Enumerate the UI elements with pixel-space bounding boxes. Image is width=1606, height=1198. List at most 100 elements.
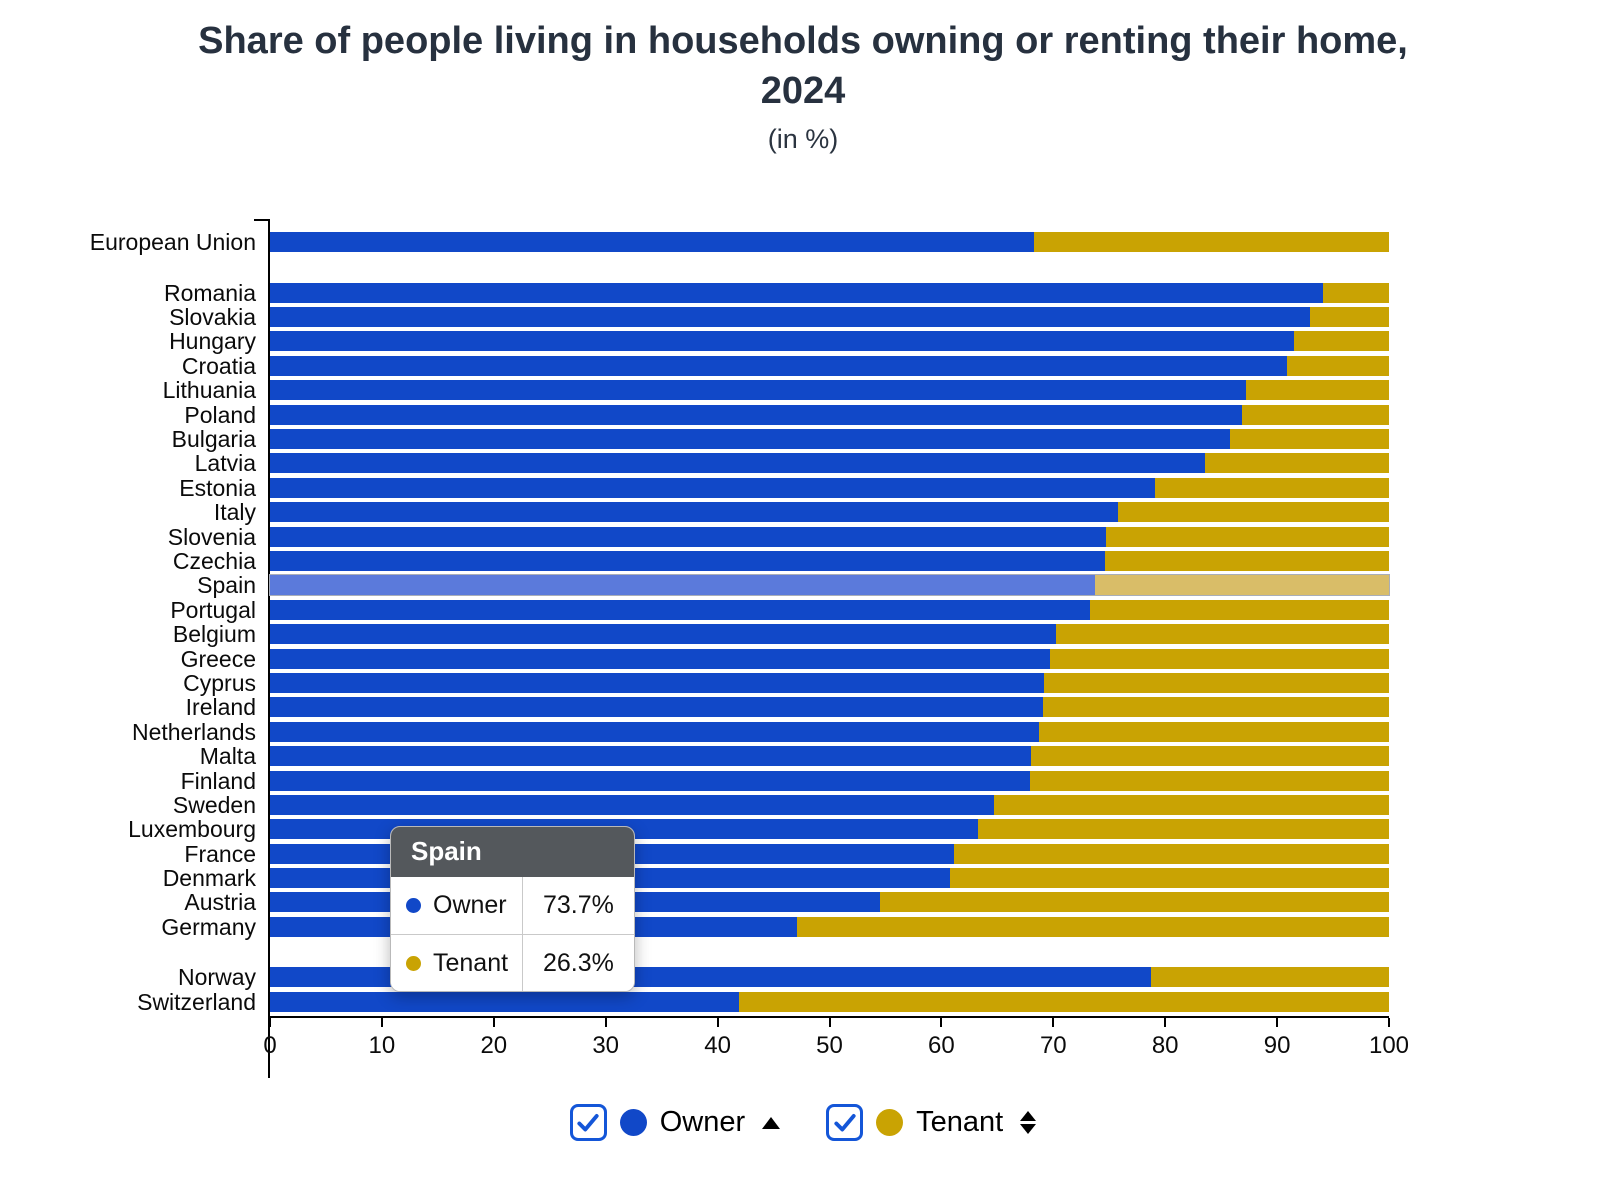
owner-bar-segment[interactable] (270, 331, 1294, 352)
tenant-bar-segment[interactable] (978, 819, 1389, 840)
chart-row: Slovenia (168, 525, 1389, 548)
tenant-bar-segment[interactable] (1245, 380, 1389, 401)
tenant-bar-segment[interactable] (1322, 282, 1389, 303)
tenant-bar-segment[interactable] (1242, 404, 1389, 425)
legend-tenant-label[interactable]: Tenant (916, 1106, 1004, 1139)
tenant-bar-segment[interactable] (1287, 355, 1389, 376)
country-label: Germany (161, 913, 256, 940)
tenant-bar-segment[interactable] (1094, 575, 1389, 596)
tenant-bar-segment[interactable] (1104, 551, 1389, 571)
owner-bar-segment[interactable] (270, 355, 1288, 376)
tenant-bar-segment[interactable] (950, 868, 1389, 889)
axis-tick (1052, 1018, 1055, 1028)
owner-bar-segment[interactable] (270, 232, 1035, 253)
stacked-bar (270, 599, 1389, 620)
tenant-bar-segment[interactable] (1043, 697, 1389, 718)
checkmark-icon (577, 1113, 599, 1131)
owner-bar-segment[interactable] (270, 770, 1030, 791)
owner-bar-segment[interactable] (270, 526, 1106, 547)
chart-row: Poland (184, 403, 1389, 426)
axis-tick (269, 1018, 271, 1028)
tenant-bar-segment[interactable] (1044, 672, 1389, 693)
owner-bar-segment[interactable] (270, 746, 1031, 767)
owner-bar-segment[interactable] (270, 502, 1119, 523)
chart-row: Finland (181, 769, 1389, 792)
tenant-bar-segment[interactable] (1205, 453, 1389, 474)
tenant-bar-segment[interactable] (1049, 648, 1389, 669)
axis-tick (1276, 1018, 1279, 1028)
tooltip-owner-value: 73.7% (522, 877, 634, 935)
stacked-bar (270, 526, 1389, 547)
chart-row: Ireland (186, 696, 1389, 719)
chart-row: Slovakia (169, 306, 1389, 329)
country-label: Greece (180, 645, 256, 672)
tenant-bar-segment[interactable] (797, 916, 1389, 937)
chart-row: Croatia (182, 354, 1389, 377)
tenant-bar-segment[interactable] (1230, 429, 1389, 450)
owner-bar-segment[interactable] (270, 477, 1156, 498)
tenant-bar-segment[interactable] (1029, 770, 1389, 791)
tenant-bar-segment[interactable] (1150, 967, 1389, 988)
owner-bar-segment[interactable] (270, 282, 1323, 303)
country-label: Estonia (179, 474, 256, 501)
owner-bar-segment[interactable] (270, 672, 1045, 693)
chart-row: Lithuania (163, 379, 1389, 402)
owner-bar-segment[interactable] (270, 429, 1231, 450)
stacked-bar (270, 453, 1389, 474)
owner-bar-segment[interactable] (270, 991, 739, 1012)
country-label: Malta (199, 743, 256, 770)
legend-item-owner: Owner (569, 1104, 781, 1142)
stacked-bar (270, 282, 1389, 303)
tenant-bar-segment[interactable] (1090, 599, 1389, 620)
owner-bar-segment[interactable] (270, 453, 1206, 474)
owner-bar-segment[interactable] (270, 648, 1050, 669)
tenant-bar-segment[interactable] (1105, 526, 1389, 547)
owner-bar-segment[interactable] (270, 404, 1243, 425)
tooltip-row-owner: Owner 73.7% (391, 877, 634, 935)
tenant-bar-segment[interactable] (879, 892, 1389, 913)
owner-bar-segment[interactable] (270, 599, 1091, 620)
owner-bar-segment[interactable] (270, 307, 1310, 328)
owner-bar-segment[interactable] (270, 794, 994, 815)
tenant-bar-segment[interactable] (738, 991, 1389, 1012)
tenant-bar-segment[interactable] (1309, 307, 1389, 328)
sort-both-icon[interactable] (1020, 1111, 1037, 1135)
country-label: Hungary (169, 328, 256, 355)
chart-row: Sweden (173, 793, 1389, 816)
chart-subtitle: (in %) (767, 124, 839, 155)
tenant-bar-segment[interactable] (1034, 232, 1389, 253)
tenant-bar-segment[interactable] (1155, 477, 1389, 498)
legend-owner-label[interactable]: Owner (659, 1106, 746, 1139)
tenant-bar-segment[interactable] (993, 794, 1389, 815)
axis-tick-label: 10 (368, 1032, 396, 1060)
owner-bar-segment[interactable] (270, 721, 1039, 742)
sort-ascending-icon[interactable] (762, 1116, 781, 1129)
axis-tick-label: 70 (1039, 1032, 1067, 1060)
stacked-bar (270, 404, 1389, 425)
tenant-bar-segment[interactable] (1118, 502, 1389, 523)
owner-bar-segment[interactable] (270, 380, 1246, 401)
chart-row: European Union (90, 231, 1389, 254)
tenant-bar-segment[interactable] (1038, 721, 1389, 742)
axis-tick-label: 50 (816, 1032, 843, 1060)
tenant-bar-segment[interactable] (953, 843, 1389, 864)
tenant-bar-segment[interactable] (1055, 624, 1389, 645)
tenant-bar-segment[interactable] (1293, 331, 1389, 352)
owner-checkbox[interactable] (569, 1104, 607, 1142)
x-axis: 0 10 20 30 40 50 60 70 80 90 100 (263, 1016, 1409, 1078)
chart-row: Italy (214, 501, 1389, 524)
country-label: Sweden (172, 791, 256, 818)
axis-tick-label: 40 (704, 1032, 731, 1060)
owner-bar-segment[interactable] (270, 624, 1056, 645)
tenant-checkbox[interactable] (826, 1104, 864, 1142)
axis-tick (1388, 1018, 1390, 1028)
owner-bar-segment[interactable] (270, 575, 1095, 596)
stacked-bar (270, 624, 1389, 645)
country-label: Czechia (172, 548, 256, 574)
axis-tick-label: 0 (263, 1032, 277, 1060)
owner-bar-segment[interactable] (270, 551, 1105, 571)
country-label: Netherlands (131, 718, 256, 745)
stacked-bar (270, 307, 1389, 328)
owner-bar-segment[interactable] (270, 697, 1044, 718)
tenant-bar-segment[interactable] (1030, 746, 1389, 767)
